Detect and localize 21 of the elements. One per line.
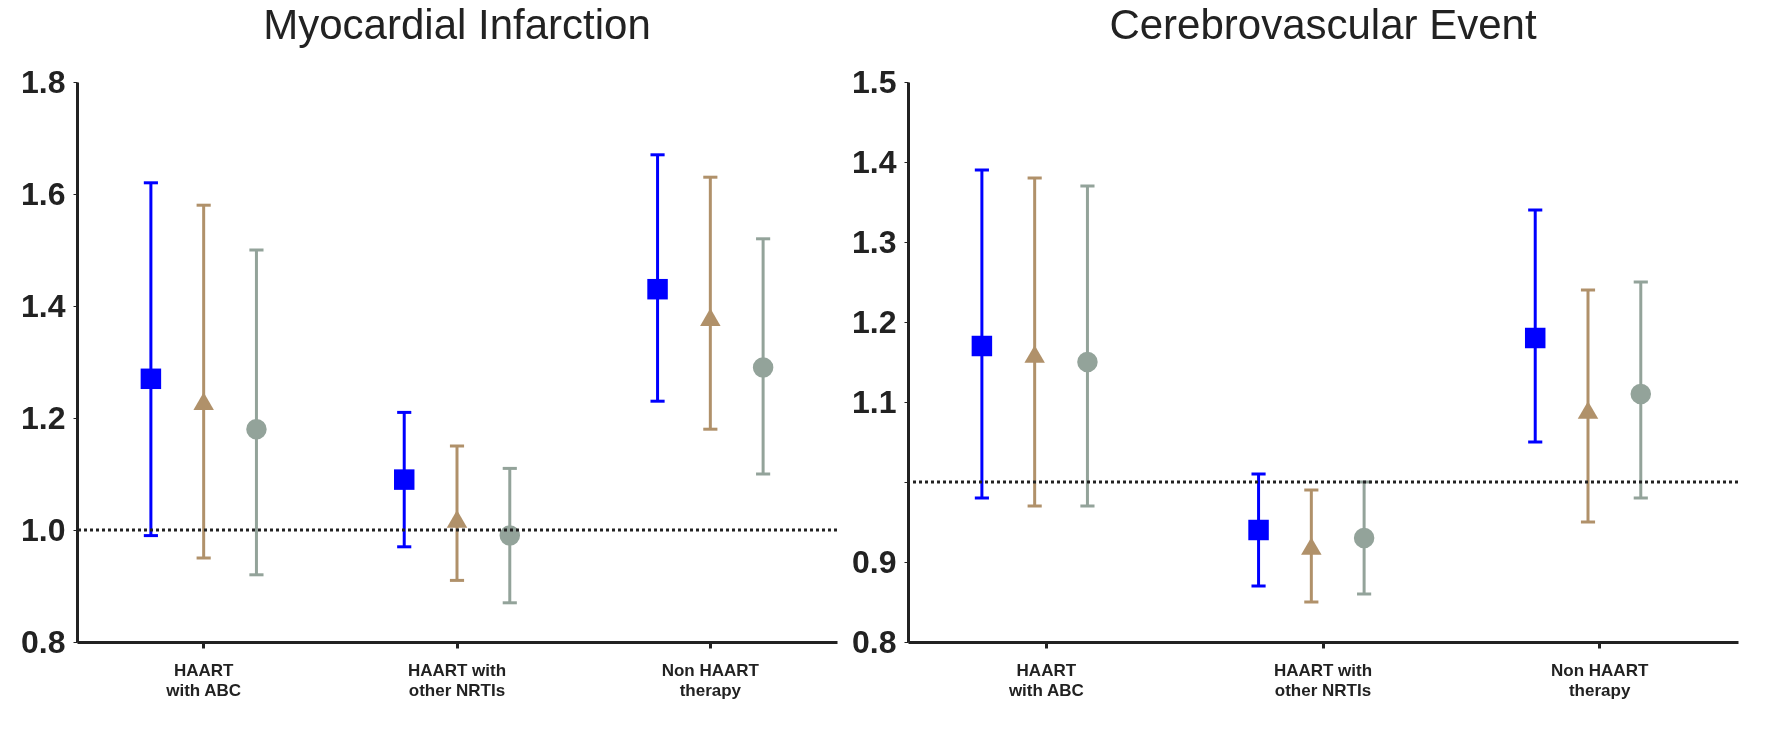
y-tick-label: 0.8 — [21, 623, 66, 660]
x-tick-label: HAART with other NRTIs — [1273, 660, 1373, 700]
x-tick-label: HAART with ABC — [165, 660, 242, 700]
y-tick-label: 1.2 — [21, 399, 66, 436]
y-tick-label: 0.9 — [852, 543, 897, 580]
y-tick-label: 0.8 — [852, 623, 897, 660]
y-tick-label: 1.5 — [852, 63, 897, 100]
y-tick-label: 1.2 — [852, 303, 897, 340]
y-tick-label: 1.1 — [852, 383, 897, 420]
x-tick-label: Non HAART therapy — [661, 660, 760, 700]
y-tick-label: 1.6 — [21, 175, 66, 212]
x-tick-label: HAART with other NRTIs — [407, 660, 507, 700]
y-tick-label: 1.4 — [21, 287, 66, 324]
chart-title: Cerebrovascular Event — [1109, 1, 1537, 48]
y-tick-label: 1.3 — [852, 223, 897, 260]
x-tick-label: HAART with ABC — [1007, 660, 1084, 700]
y-tick-label: 1.8 — [21, 63, 66, 100]
y-tick-label: 1.4 — [852, 143, 897, 180]
chart-title: Myocardial Infarction — [263, 1, 651, 48]
y-tick-label: 1.0 — [21, 511, 66, 548]
x-tick-label: Non HAART therapy — [1551, 660, 1649, 700]
